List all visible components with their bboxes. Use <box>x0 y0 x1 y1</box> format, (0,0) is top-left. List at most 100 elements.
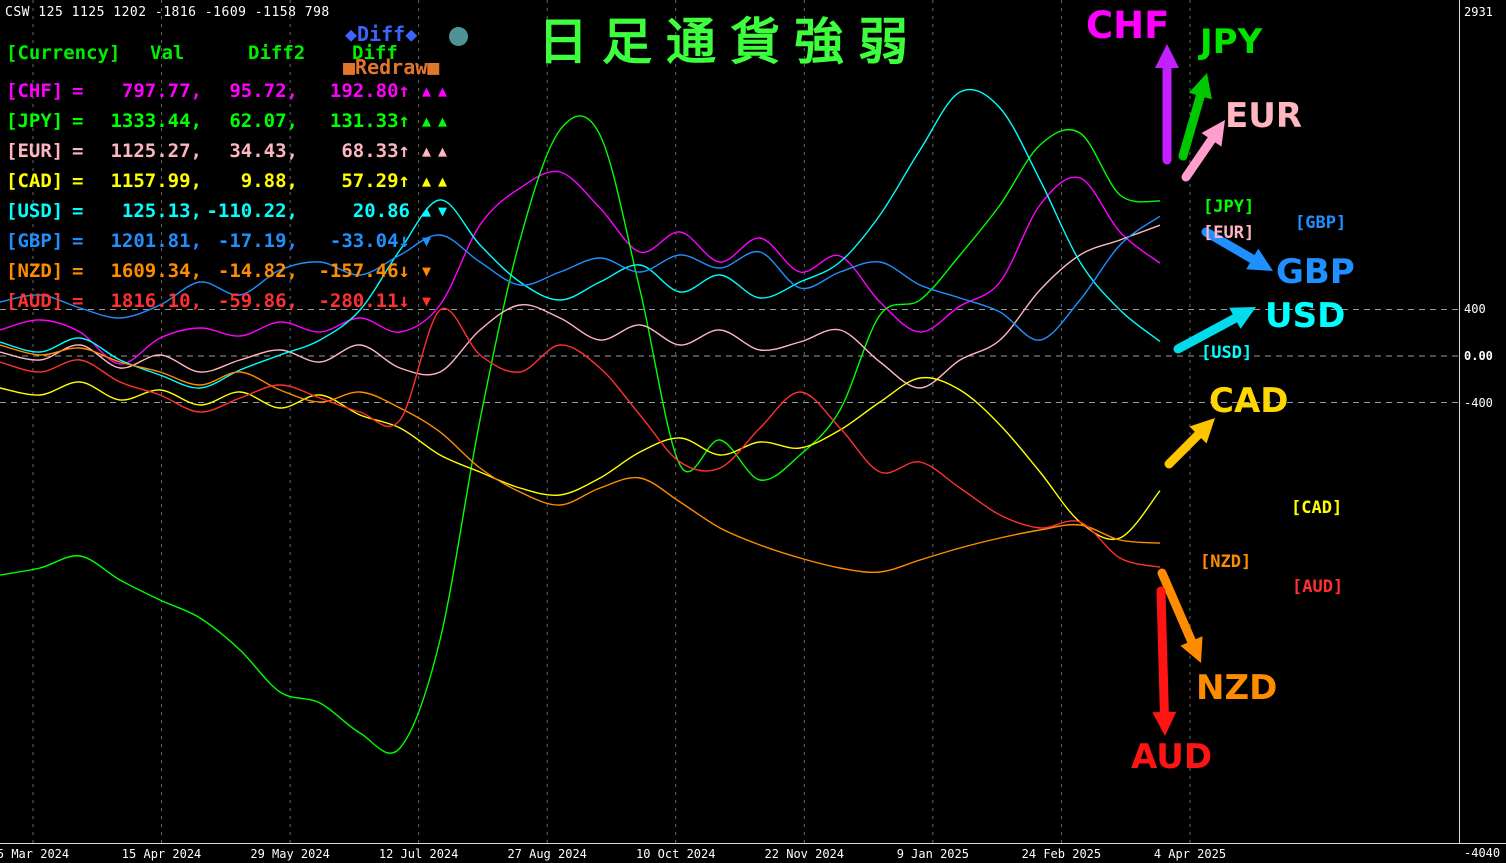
gbp-trend-arrow[interactable] <box>1201 227 1257 264</box>
date-tick: 9 Jan 2025 <box>896 847 969 861</box>
legend-eq: = <box>72 230 84 252</box>
cad-trend-label[interactable]: CAD <box>1209 381 1289 421</box>
time-axis-separator <box>0 843 1506 844</box>
cad-trend-arrowhead[interactable] <box>1189 418 1216 444</box>
legend-diff2: -59.86, <box>217 290 298 312</box>
legend-diff: -33.04↓ <box>329 230 410 252</box>
chf-trend-label[interactable]: CHF <box>1086 4 1170 47</box>
legend-val: 1201.81, <box>110 230 202 252</box>
legend-code: [GBP] <box>6 230 64 252</box>
date-tick: 22 Nov 2024 <box>764 847 845 861</box>
legend-eq: = <box>72 140 84 162</box>
legend-val: 1609.34, <box>110 260 202 282</box>
date-tick: 24 Feb 2025 <box>1021 847 1102 861</box>
usd-trend-label[interactable]: USD <box>1265 296 1346 336</box>
jpy-trend-arrowhead[interactable] <box>1188 73 1212 100</box>
legend-tri: ▲▲ <box>422 172 455 190</box>
price-axis-separator <box>1459 0 1460 844</box>
legend-diff: 68.33↑ <box>341 140 410 162</box>
legend-diff: 192.80↑ <box>329 80 410 102</box>
price-tick-0.00: 0.00 <box>1464 349 1493 363</box>
usd-trend-arrowhead[interactable] <box>1229 307 1256 329</box>
legend-diff: -157.46↓ <box>318 260 410 282</box>
price-tick--400: -400 <box>1464 395 1493 410</box>
series-line-CHF <box>0 170 1161 365</box>
gbp-trend-arrowhead[interactable] <box>1246 248 1273 271</box>
currency-tag-label: [GBP] <box>1295 213 1347 233</box>
redraw-button[interactable]: ■Redraw■ <box>343 55 440 79</box>
legend-diff: -280.11↓ <box>318 290 410 312</box>
legend-val: 1157.99, <box>110 170 202 192</box>
legend-tri: ▼ <box>422 232 439 250</box>
legend-tri: ▲▼ <box>422 202 455 220</box>
series-line-NZD <box>0 344 1161 574</box>
legend-diff: 20.86 <box>352 200 410 222</box>
legend-eq: = <box>72 170 84 192</box>
currency-tag-label: [JPY] <box>1203 197 1255 217</box>
currency-tag-label: [USD] <box>1201 343 1253 363</box>
nzd-trend-label[interactable]: NZD <box>1196 668 1278 708</box>
legend-eq: = <box>72 260 84 282</box>
currency-tag-label: [CAD] <box>1291 498 1343 518</box>
legend-header-diff: Diff <box>352 42 398 64</box>
legend-diff2: -17.19, <box>217 230 298 252</box>
currency-tag-label: [EUR] <box>1203 223 1255 243</box>
legend-code: [EUR] <box>6 140 64 162</box>
legend-val: 1816.10, <box>110 290 202 312</box>
legend-diff2: -14.82, <box>217 260 298 282</box>
legend-row-usd: [USD] = 125.13, -110.22, 20.86 ▲▼ <box>6 196 454 226</box>
legend-code: [USD] <box>6 200 64 222</box>
nzd-trend-arrowhead[interactable] <box>1180 636 1203 663</box>
legend-header-val: Val <box>150 42 185 64</box>
legend-val: 1125.27, <box>110 140 202 162</box>
status-dot-icon <box>449 27 468 46</box>
price-tick--4040: -4040 <box>1464 846 1501 860</box>
legend-eq: = <box>72 290 84 312</box>
legend-code: [JPY] <box>6 110 64 132</box>
legend-row-eur: [EUR] = 1125.27, 34.43, 68.33↑ ▲▲ <box>6 136 454 166</box>
jpy-trend-label[interactable]: JPY <box>1200 22 1263 62</box>
legend-diff2: 9.88, <box>240 170 298 192</box>
legend-val: 125.13, <box>121 200 202 222</box>
eur-trend-arrowhead[interactable] <box>1201 120 1226 147</box>
series-line-GBP <box>0 215 1161 341</box>
cad-trend-arrow[interactable] <box>1164 430 1203 469</box>
legend-val: 1333.44, <box>110 110 202 132</box>
legend-diff: 57.29↑ <box>341 170 410 192</box>
gbp-trend-label[interactable]: GBP <box>1276 252 1355 292</box>
currency-tag-label: [NZD] <box>1200 552 1252 572</box>
date-tick: 29 May 2024 <box>250 847 330 861</box>
legend-eq: = <box>72 200 84 222</box>
series-line-USD <box>0 88 1161 389</box>
strength-chart-canvas[interactable] <box>0 0 1459 843</box>
legend-panel: [CHF] = 797.77, 95.72, 192.80↑ ▲▲ [JPY] = 1333.4… <box>6 76 454 316</box>
legend-tri: ▲▲ <box>422 112 455 130</box>
currency-tag-label: [AUD] <box>1292 577 1344 597</box>
nzd-trend-arrow[interactable] <box>1157 568 1196 646</box>
legend-header-diff2: Diff2 <box>248 42 306 64</box>
legend-diff2: 62.07, <box>229 110 298 132</box>
legend-row-aud: [AUD] = 1816.10, -59.86, -280.11↓ ▼ <box>6 286 454 316</box>
aud-trend-label[interactable]: AUD <box>1131 737 1213 777</box>
usd-trend-arrow[interactable] <box>1173 313 1240 354</box>
date-tick: 27 Aug 2024 <box>507 847 587 861</box>
legend-diff2: 34.43, <box>229 140 298 162</box>
chf-trend-arrowhead[interactable] <box>1155 44 1179 68</box>
date-tick: 12 Jul 2024 <box>378 847 459 861</box>
date-tick: 10 Oct 2024 <box>636 847 716 861</box>
legend-code: [CAD] <box>6 170 64 192</box>
legend-eq: = <box>72 80 84 102</box>
series-line-EUR <box>0 224 1161 389</box>
legend-tri: ▼ <box>422 292 439 310</box>
diff-toggle-button[interactable]: ◆Diff◆ <box>345 22 418 46</box>
legend-diff2: -110.22, <box>206 200 298 222</box>
legend-tri: ▼ <box>422 262 439 280</box>
legend-eq: = <box>72 110 84 132</box>
aud-trend-arrow[interactable] <box>1156 586 1169 717</box>
eur-trend-arrow[interactable] <box>1181 135 1216 182</box>
jpy-trend-arrow[interactable] <box>1178 91 1205 161</box>
eur-trend-label[interactable]: EUR <box>1225 96 1303 136</box>
price-tick-2931: 2931 <box>1464 5 1493 19</box>
aud-trend-arrowhead[interactable] <box>1152 711 1177 736</box>
